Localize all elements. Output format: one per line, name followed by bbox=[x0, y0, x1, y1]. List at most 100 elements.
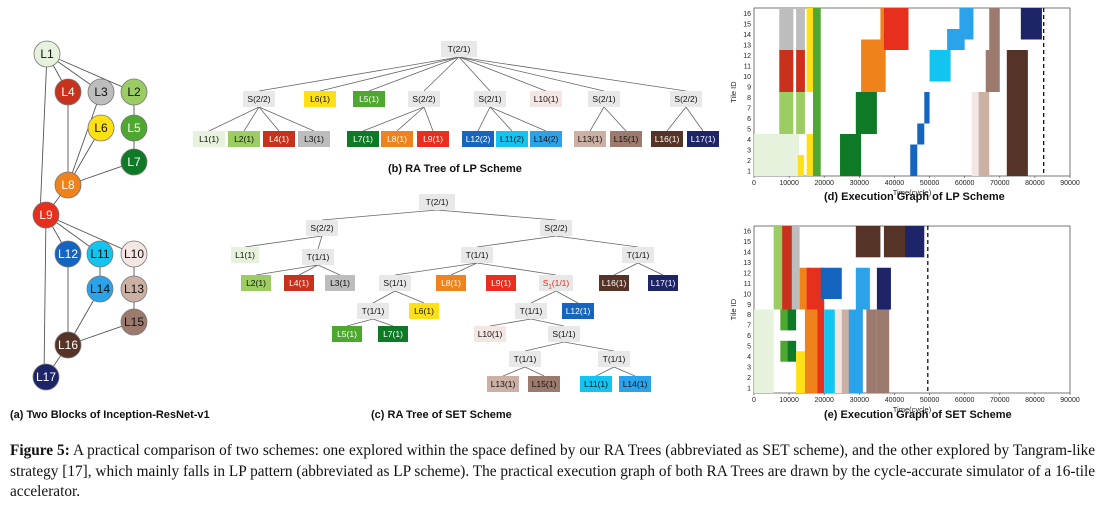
x-tick-label: 60000 bbox=[955, 180, 975, 187]
tree-root: T(2/1) bbox=[441, 41, 477, 57]
tree-node-label: S(2/2) bbox=[674, 94, 697, 104]
tree-node-label: L13(1) bbox=[578, 134, 603, 144]
tree-node: L7(1) bbox=[378, 326, 408, 342]
exec-block bbox=[796, 92, 805, 134]
graph-node-label: L1 bbox=[40, 47, 54, 61]
x-tick-label: 20000 bbox=[814, 397, 834, 404]
graph-node-label: L13 bbox=[124, 282, 144, 296]
y-tick-label: 15 bbox=[743, 239, 751, 246]
tree-edge bbox=[524, 366, 545, 377]
y-tick-label: 10 bbox=[743, 291, 751, 298]
tree-node: L3(1) bbox=[325, 275, 355, 291]
tree-edge bbox=[595, 366, 615, 377]
tree-edge bbox=[555, 290, 579, 304]
tree-edge bbox=[423, 106, 434, 132]
tree-node-label: L8(1) bbox=[387, 134, 407, 144]
y-tick-label: 13 bbox=[743, 42, 751, 49]
exec-block bbox=[978, 92, 990, 176]
tree-node: L13(1) bbox=[574, 131, 606, 147]
y-tick-label: 15 bbox=[743, 21, 751, 28]
tree-node-label: L3(1) bbox=[304, 134, 324, 144]
exec-block bbox=[866, 309, 877, 393]
tree-edge bbox=[458, 56, 605, 92]
exec-block bbox=[779, 8, 794, 50]
tree-node-label: L10(1) bbox=[478, 329, 503, 339]
tree-node: L15(1) bbox=[528, 376, 560, 392]
tree-edge bbox=[589, 106, 605, 132]
exec-block bbox=[796, 8, 805, 50]
tree-node: T(1/1) bbox=[509, 351, 541, 367]
tree-node: L1(1) bbox=[193, 131, 225, 147]
tree-node-label: S(1/1) bbox=[383, 278, 406, 288]
exec-block bbox=[910, 144, 918, 176]
tree-node-label: L15(1) bbox=[614, 134, 639, 144]
graph-node-label: L3 bbox=[94, 85, 108, 99]
graph-node-label: L4 bbox=[61, 85, 75, 99]
graph-node-l8: L8 bbox=[54, 171, 82, 199]
tree-node-label: T(1/1) bbox=[362, 306, 385, 316]
graph-node-label: L9 bbox=[39, 208, 53, 222]
tree-edge bbox=[555, 235, 639, 248]
exec-block bbox=[917, 123, 925, 145]
tree-node: S(2/1) bbox=[588, 91, 620, 107]
tree-node: L7(1) bbox=[347, 131, 379, 147]
exec-block bbox=[929, 50, 951, 82]
graph-node-label: L15 bbox=[124, 315, 144, 329]
graph-node-l7: L7 bbox=[120, 148, 148, 176]
exec-block bbox=[959, 8, 974, 40]
tree-node: L8(1) bbox=[436, 275, 466, 291]
x-axis-label: Time(cycle) bbox=[893, 188, 932, 197]
tree-node: T(1/1) bbox=[622, 247, 654, 263]
y-tick-label: 12 bbox=[743, 53, 751, 60]
y-tick-label: 14 bbox=[743, 250, 751, 257]
tree-node-label: L6(1) bbox=[414, 306, 434, 316]
tree-root: T(2/1) bbox=[419, 194, 455, 210]
graph-node-label: L16 bbox=[58, 338, 78, 352]
tree-node-label: L13(1) bbox=[491, 379, 516, 389]
y-tick-label: 16 bbox=[743, 11, 751, 18]
graph-node-l3: L3 bbox=[87, 78, 115, 106]
graph-node-l2: L2 bbox=[120, 78, 148, 106]
panel-a-caption: (a) Two Blocks of Inception-ResNet-v1 bbox=[10, 409, 210, 421]
tree-node: T(1/1) bbox=[515, 303, 547, 319]
exec-block bbox=[754, 309, 774, 393]
tree-node-label: T(1/1) bbox=[466, 250, 489, 260]
tree-node: T(1/1) bbox=[357, 303, 389, 319]
tree-node-label: S(2/2) bbox=[310, 223, 333, 233]
tree-edge bbox=[372, 290, 396, 304]
graph-node-label: L12 bbox=[58, 247, 78, 261]
graph-node-label: L7 bbox=[127, 155, 141, 169]
x-tick-label: 30000 bbox=[850, 397, 870, 404]
tree-edge bbox=[476, 262, 557, 276]
figure-caption: Figure 5: A practical comparison of two … bbox=[10, 441, 1095, 503]
y-axis-label: Tile ID bbox=[729, 81, 738, 103]
tree-node-label: L1(1) bbox=[235, 250, 255, 260]
exec-block bbox=[817, 309, 825, 393]
tree-node: L6(1) bbox=[409, 303, 439, 319]
x-tick-label: 80000 bbox=[1025, 180, 1045, 187]
tree-node-label: S(2/2) bbox=[412, 94, 435, 104]
tree-node-label: T(1/1) bbox=[520, 306, 543, 316]
tree-node: L5(1) bbox=[353, 91, 385, 107]
tree-node: L11(1) bbox=[580, 376, 612, 392]
tree-node-label: T(1/1) bbox=[603, 354, 626, 364]
exec-block bbox=[883, 226, 905, 258]
graph-node-l9: L9 bbox=[32, 201, 60, 229]
graph-node-l14: L14 bbox=[86, 275, 114, 303]
x-tick-label: 50000 bbox=[920, 397, 940, 404]
tree-node: L14(2) bbox=[530, 131, 562, 147]
figure-5: L1 L4 L3 L2 L6 L5 L7 L8 L9 L12 L11 L10 L14 L13 L15 L16 L… bbox=[10, 7, 1080, 421]
tree-node-label: T(2/1) bbox=[448, 44, 471, 54]
panel-b-caption: (b) RA Tree of LP Scheme bbox=[388, 163, 522, 175]
tree-edge bbox=[396, 106, 425, 132]
graph-node-l4: L4 bbox=[54, 78, 82, 106]
tree-node-label: L11(2) bbox=[500, 134, 524, 144]
tree-edge bbox=[298, 264, 319, 276]
tree-node: L2(1) bbox=[228, 131, 260, 147]
tree-node: L6(1) bbox=[304, 91, 336, 107]
exec-block bbox=[876, 267, 891, 310]
exec-block bbox=[989, 8, 1000, 50]
graph-node-label: L10 bbox=[124, 247, 144, 261]
graph-node-l13: L13 bbox=[120, 275, 148, 303]
